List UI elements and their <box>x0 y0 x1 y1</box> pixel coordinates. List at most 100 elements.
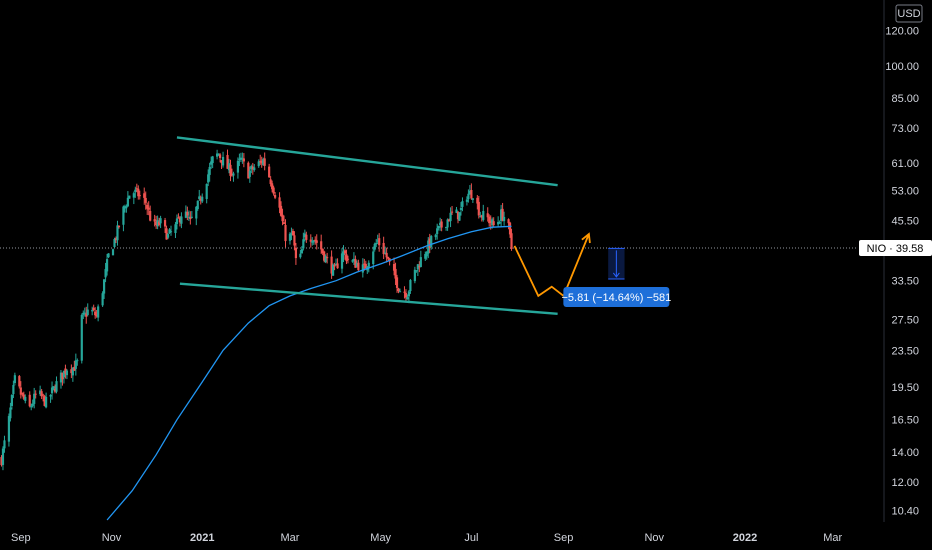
candle <box>105 253 109 276</box>
candle <box>268 163 271 179</box>
candle <box>271 180 274 193</box>
candle <box>424 251 427 262</box>
candle <box>113 237 116 248</box>
candle <box>367 260 370 273</box>
time-axis-tick-label: Nov <box>102 532 122 544</box>
candle <box>189 211 192 225</box>
candle <box>455 206 458 214</box>
candle <box>378 233 381 252</box>
candle <box>55 376 58 394</box>
candle <box>273 192 277 200</box>
candle <box>137 185 140 200</box>
candle <box>9 402 12 422</box>
moving-average-line[interactable] <box>106 225 512 521</box>
candle <box>415 270 418 273</box>
candle <box>375 238 378 248</box>
price-axis-tick-label: 10.40 <box>891 505 919 517</box>
candle <box>238 153 241 167</box>
candle <box>302 232 305 251</box>
candle <box>413 266 416 284</box>
price-axis-tick-label: 85.00 <box>891 93 919 105</box>
currency-badge[interactable]: USD <box>895 4 923 23</box>
candle <box>24 394 27 404</box>
candle <box>437 225 440 231</box>
projection-path[interactable] <box>513 233 590 298</box>
candle <box>158 217 161 227</box>
candle <box>138 190 141 200</box>
candle <box>372 246 375 270</box>
candle <box>382 236 385 260</box>
candle <box>468 185 471 195</box>
candle <box>30 403 33 411</box>
candle <box>311 237 314 246</box>
candle <box>91 306 94 316</box>
candle <box>282 215 286 225</box>
candle <box>498 220 501 224</box>
candle <box>418 261 421 273</box>
candle <box>351 259 354 263</box>
candle <box>74 353 77 376</box>
price-axis-tick-label: 19.50 <box>891 382 919 394</box>
candle <box>132 191 135 205</box>
candle <box>175 214 179 230</box>
candle <box>85 306 88 324</box>
candle <box>226 149 229 169</box>
candle <box>476 195 479 210</box>
candles-layer <box>0 149 513 471</box>
measure-tool[interactable]: −5.81 (−14.64%) −581 <box>561 247 671 307</box>
candle <box>324 254 327 264</box>
candle <box>116 220 119 246</box>
candle <box>361 258 364 278</box>
time-axis-tick-label: Nov <box>644 532 664 544</box>
last-price-badge-background <box>859 239 932 256</box>
candle <box>331 263 335 276</box>
channel-lower-trendline[interactable] <box>179 282 558 316</box>
candle <box>250 164 253 174</box>
candle <box>340 248 344 274</box>
candle <box>97 304 100 322</box>
candle <box>210 156 213 169</box>
candle <box>251 162 254 175</box>
candle <box>59 370 63 389</box>
candle <box>346 255 350 264</box>
channel-upper-trendline[interactable] <box>176 136 558 187</box>
candle <box>449 207 452 228</box>
candle <box>107 253 110 259</box>
candle <box>334 258 338 266</box>
candle <box>248 166 251 183</box>
candle <box>217 153 220 156</box>
candle <box>28 391 31 408</box>
candle <box>126 191 129 207</box>
candle <box>163 217 167 233</box>
candle <box>456 211 460 224</box>
candle <box>253 164 256 172</box>
candle <box>312 239 315 245</box>
candle <box>159 215 162 229</box>
measure-label-background <box>563 286 670 307</box>
candle <box>293 231 296 251</box>
candle <box>155 215 158 229</box>
candle <box>82 310 85 320</box>
candle <box>323 250 326 263</box>
time-axis[interactable]: Sep Nov 2021 Mar May Jul Sep Nov 2022 Mar <box>11 532 842 544</box>
candle <box>18 375 21 389</box>
candle <box>507 218 510 230</box>
price-axis-tick-label: 120.00 <box>885 25 919 37</box>
candle <box>450 205 454 215</box>
candle <box>216 149 219 160</box>
candle <box>284 219 287 248</box>
candle <box>446 218 449 231</box>
candle <box>42 393 45 402</box>
candle <box>439 217 442 231</box>
price-axis-tick-label: 33.50 <box>891 276 919 288</box>
candle <box>7 413 11 447</box>
candle <box>71 367 74 382</box>
candle <box>336 258 339 269</box>
candle <box>165 225 168 240</box>
candle <box>315 234 318 250</box>
candle <box>303 229 306 242</box>
candle <box>135 183 138 193</box>
